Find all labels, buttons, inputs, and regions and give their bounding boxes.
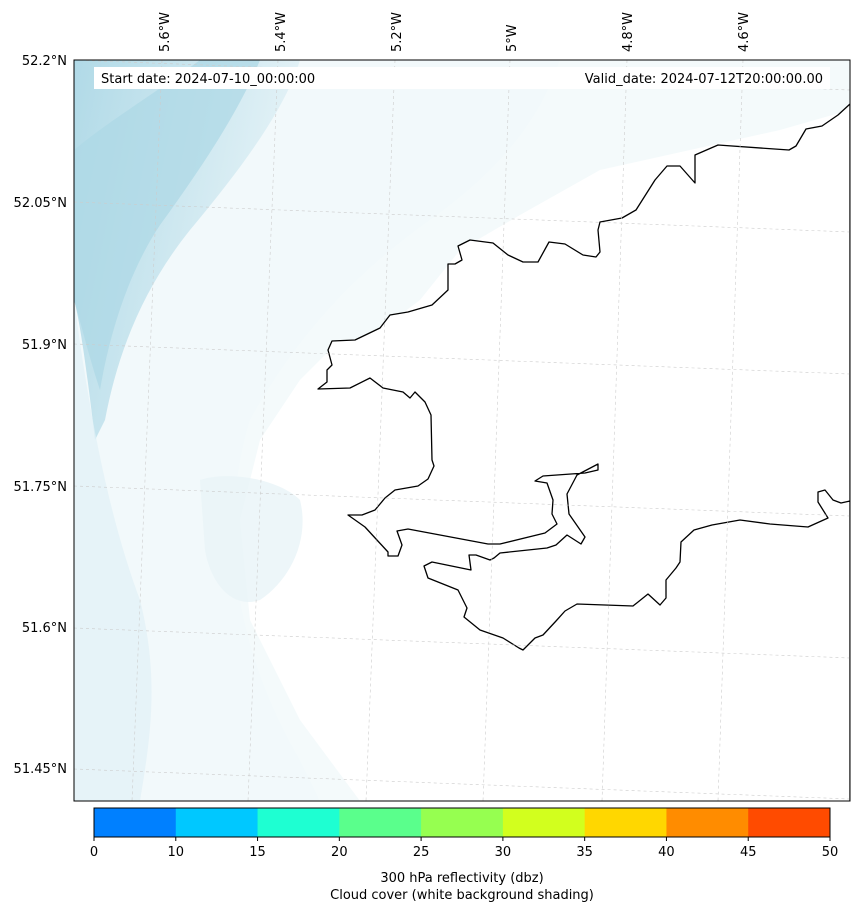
colorbar: 0 10 15 20 25 30 35 40 45 50	[90, 807, 838, 860]
info-box	[94, 67, 830, 89]
colorbar-sublabel: Cloud cover (white background shading)	[330, 888, 594, 903]
colorbar-label: 300 hPa reflectivity (dbz)	[380, 871, 544, 886]
map-content	[74, 60, 850, 801]
colorbar-tick-label: 40	[658, 845, 675, 860]
lat-label: 51.45°N	[14, 762, 67, 777]
cloud-band-core	[74, 60, 260, 390]
cloud-patch	[200, 476, 303, 602]
valid-date: Valid_date: 2024-07-12T20:00:00.00	[585, 72, 823, 87]
colorbar-tick-label: 25	[413, 845, 430, 860]
colorbar-swatches	[94, 808, 831, 837]
longitude-labels: 5.6°W 5.4°W 5.2°W 5°W 4.8°W 4.6°W	[158, 12, 752, 52]
colorbar-swatch	[748, 808, 831, 837]
gridlines	[74, 60, 850, 801]
lon-label: 5°W	[505, 24, 520, 52]
colorbar-tick-label: 10	[168, 845, 185, 860]
colorbar-swatch	[175, 808, 259, 837]
colorbar-swatch	[666, 808, 749, 837]
lon-label: 4.8°W	[621, 12, 636, 52]
colorbar-swatch	[584, 808, 667, 837]
lat-label: 52.2°N	[22, 54, 67, 69]
lon-label: 5.6°W	[158, 12, 173, 52]
lon-label: 5.4°W	[274, 12, 289, 52]
colorbar-tick-label: 15	[249, 845, 266, 860]
coastline	[317, 103, 850, 801]
colorbar-tick-label: 0	[90, 845, 98, 860]
lat-label: 51.6°N	[22, 621, 67, 636]
colorbar-tick-label: 30	[495, 845, 512, 860]
colorbar-frame	[93, 807, 831, 838]
lon-label: 5.2°W	[390, 12, 405, 52]
colorbar-swatch	[502, 808, 586, 837]
start-date: Start date: 2024-07-10_00:00:00	[101, 72, 315, 87]
colorbar-swatch	[421, 808, 504, 837]
lat-label: 51.75°N	[14, 480, 67, 495]
colorbar-swatch	[339, 808, 422, 837]
colorbar-tick-label: 35	[576, 845, 593, 860]
colorbar-ticks: 0 10 15 20 25 30 35 40 45 50	[90, 837, 838, 860]
colorbar-swatch	[257, 808, 340, 837]
lat-label: 51.9°N	[22, 338, 67, 353]
cloud-fringe	[74, 300, 152, 801]
cloud-haze-sea	[74, 60, 850, 801]
latitude-labels: 52.2°N 52.05°N 51.9°N 51.75°N 51.6°N 51.…	[14, 54, 67, 777]
colorbar-tick-label: 20	[331, 845, 348, 860]
lat-label: 52.05°N	[14, 196, 67, 211]
map-frame	[73, 59, 851, 802]
colorbar-swatch	[94, 808, 177, 837]
lon-label: 4.6°W	[737, 12, 752, 52]
colorbar-tick-label: 50	[822, 845, 839, 860]
colorbar-tick-label: 45	[740, 845, 757, 860]
